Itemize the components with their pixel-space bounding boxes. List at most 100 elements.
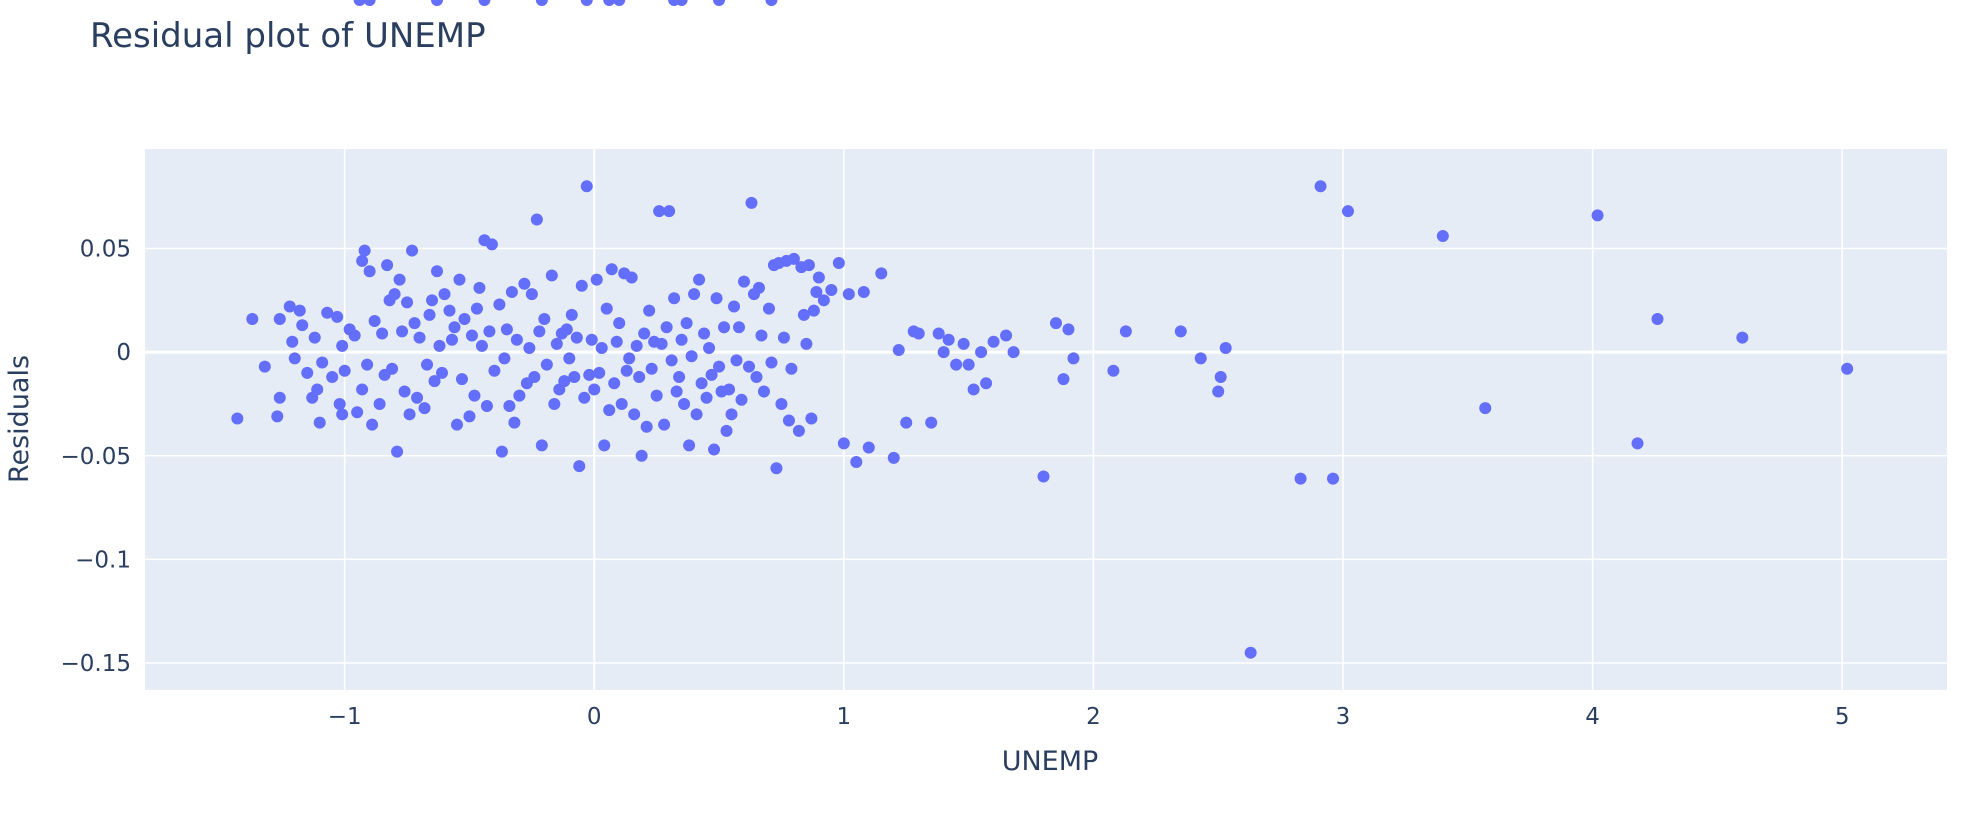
data-point[interactable]: [1174, 325, 1187, 338]
data-point[interactable]: [635, 449, 648, 462]
data-point[interactable]: [658, 418, 671, 431]
data-point[interactable]: [406, 244, 419, 257]
data-point[interactable]: [448, 321, 461, 334]
data-point[interactable]: [583, 368, 596, 381]
data-point[interactable]: [513, 389, 526, 402]
data-point[interactable]: [875, 267, 888, 280]
data-point[interactable]: [752, 281, 765, 294]
data-point[interactable]: [698, 327, 711, 340]
data-point[interactable]: [1244, 646, 1257, 659]
data-point[interactable]: [525, 288, 538, 301]
data-point[interactable]: [655, 337, 668, 350]
data-point[interactable]: [336, 408, 349, 421]
data-point[interactable]: [296, 319, 309, 332]
data-point[interactable]: [498, 352, 511, 365]
data-point[interactable]: [523, 341, 536, 354]
data-point[interactable]: [665, 354, 678, 367]
data-point[interactable]: [713, 360, 726, 373]
data-point[interactable]: [1062, 323, 1075, 336]
data-point[interactable]: [533, 325, 546, 338]
data-point[interactable]: [258, 360, 271, 373]
data-point[interactable]: [628, 408, 641, 421]
data-point[interactable]: [1037, 470, 1050, 483]
data-point[interactable]: [293, 304, 306, 317]
data-point[interactable]: [975, 346, 988, 359]
data-point[interactable]: [588, 383, 601, 396]
data-point[interactable]: [987, 335, 1000, 348]
data-point[interactable]: [550, 337, 563, 350]
data-point[interactable]: [710, 292, 723, 305]
data-point[interactable]: [1631, 437, 1644, 450]
data-point[interactable]: [980, 377, 993, 390]
data-point[interactable]: [1341, 205, 1354, 218]
data-point[interactable]: [316, 356, 329, 369]
data-point[interactable]: [762, 302, 775, 315]
data-point[interactable]: [675, 0, 688, 6]
data-point[interactable]: [1212, 385, 1225, 398]
data-point[interactable]: [653, 205, 666, 218]
data-point[interactable]: [892, 344, 905, 357]
data-point[interactable]: [356, 254, 369, 267]
data-point[interactable]: [1591, 209, 1604, 222]
data-point[interactable]: [745, 196, 758, 209]
data-point[interactable]: [623, 352, 636, 365]
data-point[interactable]: [925, 416, 938, 429]
data-point[interactable]: [500, 323, 513, 336]
data-point[interactable]: [363, 0, 376, 6]
data-point[interactable]: [366, 418, 379, 431]
data-point[interactable]: [388, 288, 401, 301]
data-point[interactable]: [650, 389, 663, 402]
data-point[interactable]: [336, 339, 349, 352]
data-point[interactable]: [757, 385, 770, 398]
data-point[interactable]: [610, 335, 623, 348]
data-point[interactable]: [718, 321, 731, 334]
data-point[interactable]: [1214, 371, 1227, 384]
data-point[interactable]: [580, 0, 593, 6]
data-point[interactable]: [825, 283, 838, 296]
data-point[interactable]: [376, 327, 389, 340]
data-point[interactable]: [613, 317, 626, 330]
data-point[interactable]: [728, 300, 741, 313]
data-point[interactable]: [288, 352, 301, 365]
data-point[interactable]: [231, 412, 244, 425]
data-point[interactable]: [797, 308, 810, 321]
data-point[interactable]: [782, 414, 795, 427]
data-point[interactable]: [563, 352, 576, 365]
data-point[interactable]: [678, 397, 691, 410]
data-point[interactable]: [713, 0, 726, 6]
data-point[interactable]: [950, 358, 963, 371]
data-point[interactable]: [660, 321, 673, 334]
data-point[interactable]: [393, 273, 406, 286]
data-point[interactable]: [428, 375, 441, 388]
data-point[interactable]: [832, 257, 845, 270]
data-point[interactable]: [643, 304, 656, 317]
data-point[interactable]: [480, 400, 493, 413]
data-point[interactable]: [600, 302, 613, 315]
data-point[interactable]: [545, 269, 558, 282]
data-point[interactable]: [391, 445, 404, 458]
data-point[interactable]: [421, 358, 434, 371]
data-point[interactable]: [615, 397, 628, 410]
data-point[interactable]: [361, 358, 374, 371]
data-point[interactable]: [373, 397, 386, 410]
data-point[interactable]: [483, 325, 496, 338]
data-point[interactable]: [967, 383, 980, 396]
data-point[interactable]: [738, 275, 751, 288]
data-point[interactable]: [301, 366, 314, 379]
data-point[interactable]: [436, 366, 449, 379]
data-point[interactable]: [792, 424, 805, 437]
data-point[interactable]: [503, 400, 516, 413]
data-point[interactable]: [505, 286, 518, 299]
data-point[interactable]: [465, 329, 478, 342]
data-point[interactable]: [590, 273, 603, 286]
data-point[interactable]: [548, 397, 561, 410]
data-point[interactable]: [463, 410, 476, 423]
data-point[interactable]: [630, 339, 643, 352]
data-point[interactable]: [575, 279, 588, 292]
data-point[interactable]: [331, 310, 344, 323]
data-point[interactable]: [538, 312, 551, 325]
data-point[interactable]: [401, 296, 414, 309]
data-point[interactable]: [685, 350, 698, 363]
data-point[interactable]: [842, 288, 855, 301]
data-point[interactable]: [937, 346, 950, 359]
